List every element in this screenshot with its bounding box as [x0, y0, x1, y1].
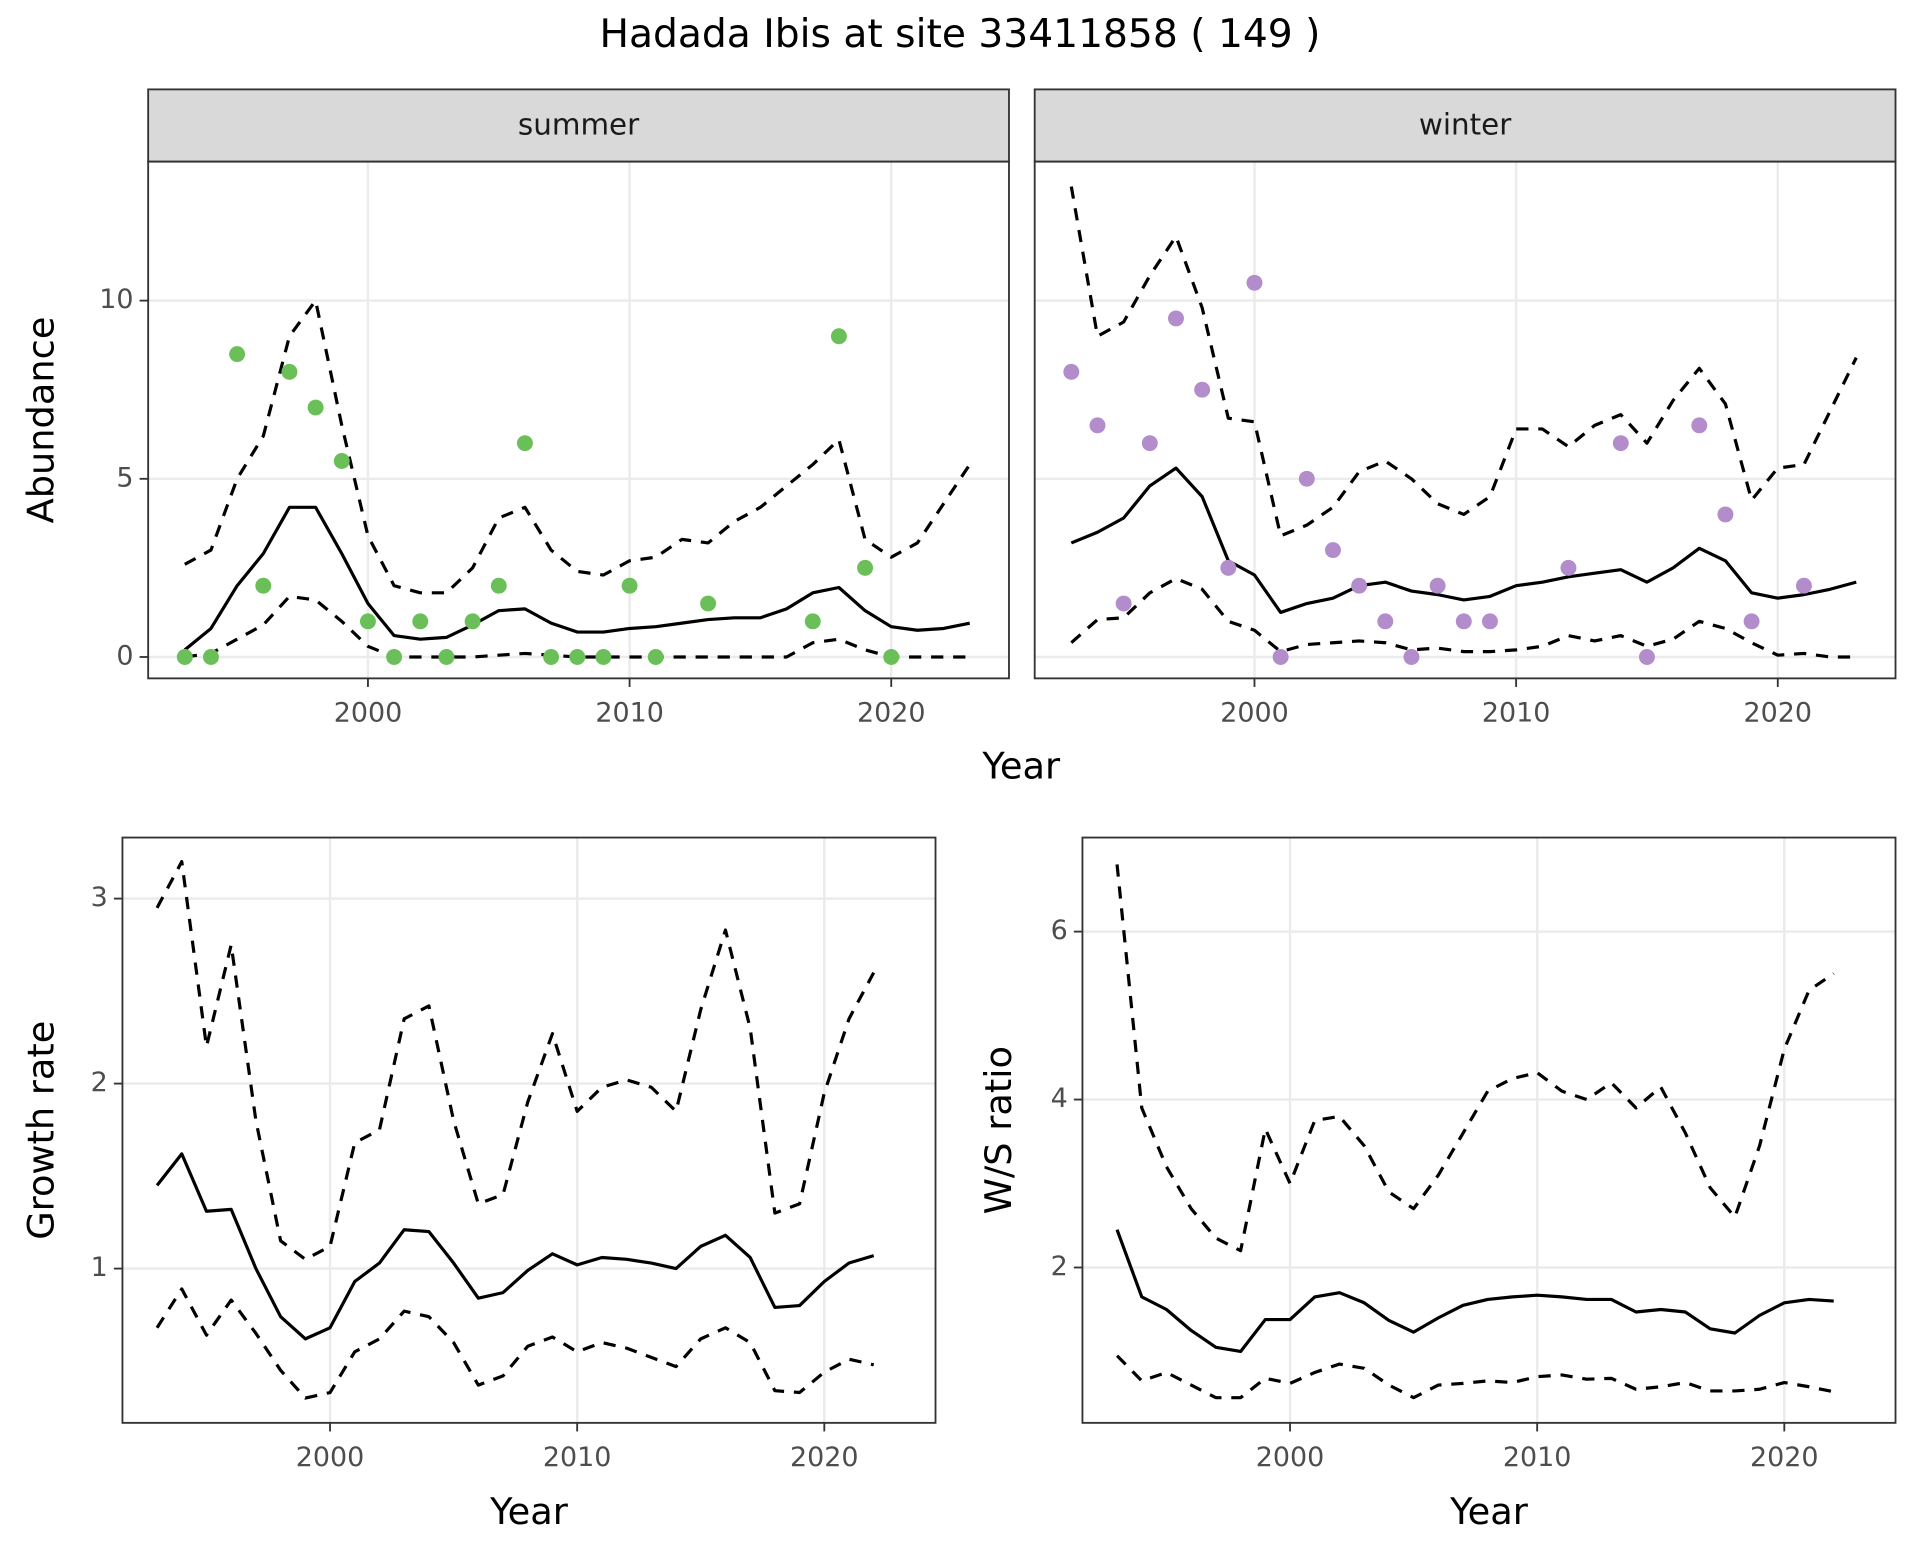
panel-border	[1081, 836, 1897, 1424]
point	[1795, 577, 1812, 594]
point	[1429, 577, 1446, 594]
panel-border	[121, 836, 937, 1424]
panel-border	[147, 160, 1010, 680]
x-tick-label: 2010	[1503, 1442, 1572, 1473]
point	[307, 399, 324, 416]
point	[490, 577, 507, 594]
point	[386, 649, 403, 665]
x-tick-label: 2020	[1750, 1442, 1819, 1473]
trend-line	[1070, 466, 1857, 615]
y-axis-title: W/S ratio	[977, 1046, 1020, 1214]
interval-line	[1069, 186, 1858, 538]
point	[1403, 649, 1420, 665]
point	[1691, 417, 1708, 434]
interval-line	[1115, 864, 1835, 1253]
y-axis-title: Growth rate	[19, 1021, 62, 1240]
point	[647, 649, 664, 665]
point	[229, 346, 246, 363]
point	[1220, 559, 1237, 576]
x-tick-label: 2020	[857, 697, 926, 728]
x-axis-title: Year	[1449, 1490, 1529, 1533]
x-tick-label: 2020	[790, 1442, 859, 1473]
trend-line	[1115, 1229, 1834, 1354]
y-tick-label: 2	[91, 1067, 108, 1098]
point	[1560, 559, 1577, 576]
point	[621, 577, 638, 594]
interval-line	[1070, 576, 1857, 659]
point	[804, 613, 821, 630]
point	[412, 613, 429, 630]
point	[1455, 613, 1472, 630]
panel-border	[1033, 160, 1897, 680]
x-tick-label: 2010	[595, 697, 664, 728]
facet-strip	[1033, 88, 1897, 163]
point	[1298, 470, 1315, 487]
y-tick-label: 1	[91, 1252, 108, 1283]
y-tick-label: 10	[99, 284, 133, 315]
point	[1141, 435, 1158, 452]
point	[255, 577, 272, 594]
interval-line	[155, 860, 876, 1261]
x-tick-label: 2000	[1256, 1442, 1325, 1473]
point	[1194, 381, 1211, 398]
point	[700, 595, 717, 612]
y-tick-label: 3	[91, 882, 108, 913]
y-tick-label: 6	[1051, 915, 1068, 946]
point	[569, 649, 586, 665]
point	[464, 613, 481, 630]
point	[1063, 363, 1080, 380]
point	[1246, 274, 1263, 291]
point	[1481, 613, 1498, 630]
x-tick-label: 2000	[296, 1442, 365, 1473]
panel-background	[1082, 837, 1896, 1423]
panel-background	[148, 161, 1009, 679]
point	[1325, 542, 1341, 559]
point	[1351, 577, 1368, 594]
point	[1743, 613, 1760, 630]
facet-label: winter	[1419, 108, 1512, 142]
interval-line	[155, 1287, 875, 1400]
facet-strip	[147, 88, 1010, 163]
trend-line	[155, 1152, 875, 1341]
point	[1638, 649, 1655, 665]
point	[595, 649, 612, 665]
point	[1168, 310, 1184, 327]
point	[202, 649, 219, 665]
figure-title: Hadada Ibis at site 33411858 ( 149 )	[600, 12, 1321, 57]
x-tick-label: 2010	[1482, 697, 1551, 728]
x-axis-title: Year	[981, 744, 1061, 787]
point	[543, 649, 560, 665]
facet-label: summer	[518, 108, 640, 142]
point	[176, 649, 193, 665]
x-axis-title: Year	[489, 1490, 569, 1533]
interval-line	[1115, 1354, 1835, 1400]
point	[830, 328, 847, 345]
point	[1377, 613, 1394, 630]
x-tick-label: 2000	[334, 697, 403, 728]
point	[438, 649, 455, 665]
x-tick-label: 2000	[1220, 697, 1289, 728]
y-axis-title: Abundance	[19, 317, 62, 524]
y-tick-label: 2	[1051, 1251, 1068, 1282]
point	[1612, 435, 1629, 452]
y-tick-label: 0	[116, 640, 133, 671]
point	[1272, 649, 1289, 665]
point	[1115, 595, 1132, 612]
point	[333, 453, 350, 469]
point	[516, 435, 533, 452]
trend-line	[183, 505, 971, 652]
point	[281, 363, 298, 380]
x-tick-label: 2020	[1744, 697, 1813, 728]
panel-background	[122, 837, 936, 1423]
point	[1717, 506, 1734, 523]
point	[359, 613, 376, 630]
y-tick-label: 5	[116, 462, 133, 493]
point	[883, 649, 900, 665]
point	[857, 559, 874, 576]
x-tick-label: 2010	[543, 1442, 612, 1473]
point	[1089, 417, 1106, 434]
y-tick-label: 4	[1051, 1083, 1068, 1114]
